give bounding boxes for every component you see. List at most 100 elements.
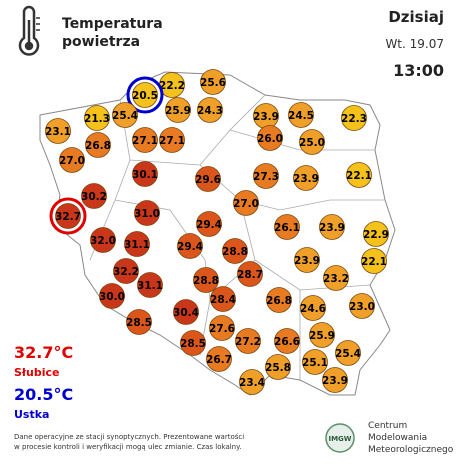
stations: 22.2 25.620.525.9 24.3 23.9 24.5 22.321.3 25.4…: [45, 69, 389, 395]
station-marker: [363, 221, 389, 247]
logo-text: Meteorologicznego: [368, 445, 454, 455]
station-value: 24.6: [300, 303, 326, 315]
station-marker: [349, 293, 375, 319]
station-marker: [319, 214, 345, 240]
station-marker: [113, 258, 139, 284]
station-value: 25.8: [265, 362, 291, 374]
station-value: 22.1: [361, 256, 387, 268]
time: 13:00: [393, 61, 444, 80]
station-marker: [237, 261, 263, 287]
station-marker: [81, 183, 107, 209]
station-value: 23.9: [322, 375, 348, 387]
station-value: 25.4: [112, 110, 138, 122]
station-value: 25.1: [302, 357, 328, 369]
logo-text: Centrum: [368, 421, 407, 431]
station-value: 27.1: [132, 135, 158, 147]
station-marker: [197, 97, 223, 123]
station-marker: [132, 127, 158, 153]
station-value: 30.1: [132, 169, 158, 181]
station-marker: [239, 369, 265, 395]
footer-note: w procesie kontroli i weryfikacji mogą u…: [14, 443, 242, 451]
station-marker: [173, 299, 199, 325]
station-marker: [274, 214, 300, 240]
station-marker: [322, 367, 348, 393]
station-value: 29.6: [195, 174, 221, 186]
station-marker: [294, 247, 320, 273]
station-value: 25.0: [299, 137, 325, 149]
station-value: 32.2: [113, 266, 139, 278]
title: Temperatura: [62, 16, 163, 32]
station-value: 29.4: [177, 241, 203, 253]
footer-note: Dane operacyjne ze stacji synoptycznych.…: [14, 433, 244, 441]
station-value: 24.5: [288, 110, 314, 122]
station-marker: [195, 166, 221, 192]
station-value: 28.8: [193, 275, 219, 287]
station-value: 32.0: [90, 235, 116, 247]
station-value: 26.7: [206, 354, 232, 366]
station-value: 30.2: [81, 191, 107, 203]
station-value: 21.3: [84, 113, 110, 125]
station-value: 20.5: [132, 90, 158, 102]
station-marker: [323, 265, 349, 291]
station-value: 23.4: [239, 377, 265, 389]
station-marker: [341, 105, 367, 131]
station-marker: [265, 354, 291, 380]
station-marker: [210, 286, 236, 312]
station-value: 23.9: [319, 222, 345, 234]
station-marker: [257, 125, 283, 151]
date: Wt. 19.07: [385, 37, 444, 51]
station-value: 25.6: [200, 77, 226, 89]
station-marker: [59, 147, 85, 173]
station-value: 28.7: [237, 269, 263, 281]
station-value: 24.3: [197, 105, 223, 117]
station-marker: [300, 295, 326, 321]
station-marker: [274, 328, 300, 354]
station-value: 27.0: [233, 198, 259, 210]
station-value: 30.4: [173, 307, 199, 319]
station-marker: [84, 105, 110, 131]
station-marker: [124, 231, 150, 257]
station-value: 30.0: [99, 291, 125, 303]
station-value: 31.1: [137, 280, 163, 292]
station-marker: [112, 102, 138, 128]
station-marker: [266, 287, 292, 313]
station-marker: [335, 340, 361, 366]
station-marker: [346, 162, 372, 188]
station-value: 27.3: [253, 171, 279, 183]
station-marker: [302, 349, 328, 375]
station-marker: [206, 346, 232, 372]
station-value: 31.1: [124, 239, 150, 251]
station-value: 27.1: [159, 135, 185, 147]
station-marker: [85, 132, 111, 158]
station-marker: [99, 283, 125, 309]
station-marker: [134, 200, 160, 226]
thermometer-icon: [18, 5, 40, 56]
station-value: 26.1: [274, 222, 300, 234]
station-value: 31.0: [134, 208, 160, 220]
station-value: 23.0: [349, 301, 375, 313]
station-marker: [159, 127, 185, 153]
station-marker: [293, 165, 319, 191]
station-value: 32.7: [55, 211, 81, 223]
station-value: 25.9: [309, 330, 335, 342]
station-value: 26.8: [85, 140, 111, 152]
min-place: Ustka: [14, 408, 49, 421]
station-value: 27.6: [209, 323, 235, 335]
station-marker: [165, 97, 191, 123]
station-value: 23.9: [253, 111, 279, 123]
station-marker: [90, 227, 116, 253]
station-value: 22.1: [346, 170, 372, 182]
station-marker: [137, 272, 163, 298]
station-value: 28.5: [180, 338, 206, 350]
station-value: 23.1: [45, 126, 71, 138]
station-value: 29.4: [196, 219, 222, 231]
station-marker: [233, 190, 259, 216]
station-marker: [132, 82, 158, 108]
station-value: 27.0: [59, 155, 85, 167]
station-value: 22.2: [159, 80, 185, 92]
max-place: Słubice: [14, 366, 59, 379]
station-marker: [299, 129, 325, 155]
station-value: 26.6: [274, 336, 300, 348]
